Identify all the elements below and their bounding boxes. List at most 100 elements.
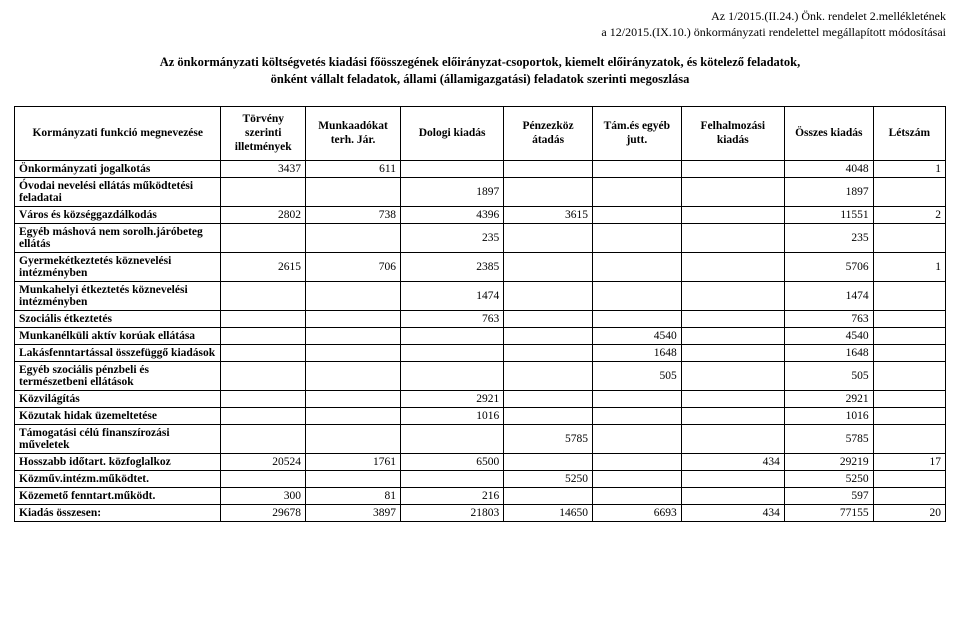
cell-value: 3437	[221, 161, 306, 178]
col-header-0: Kormányzati funkció megnevezése	[15, 107, 221, 161]
cell-value: 763	[401, 311, 504, 328]
col-header-7: Összes kiadás	[784, 107, 873, 161]
col-header-1: Törvény szerinti illetmények	[221, 107, 306, 161]
table-row: Közutak hidak üzemeltetése10161016	[15, 408, 946, 425]
row-label: Munkahelyi étkeztetés köznevelési intézm…	[15, 282, 221, 311]
cell-value: 300	[221, 488, 306, 505]
cell-value	[401, 161, 504, 178]
cell-value	[306, 425, 401, 454]
table-row: Város és községgazdálkodás28027384396361…	[15, 207, 946, 224]
title-line-1: Az önkormányzati költségvetés kiadási fő…	[14, 54, 946, 71]
cell-value: 3615	[504, 207, 593, 224]
cell-value: 505	[784, 362, 873, 391]
cell-value: 81	[306, 488, 401, 505]
row-label: Óvodai nevelési ellátás működtetési fela…	[15, 178, 221, 207]
cell-value	[681, 207, 784, 224]
cell-value	[221, 391, 306, 408]
cell-value	[592, 408, 681, 425]
cell-value	[306, 311, 401, 328]
cell-value	[873, 311, 945, 328]
cell-value	[504, 454, 593, 471]
cell-value	[504, 328, 593, 345]
cell-value	[401, 362, 504, 391]
cell-value: 1761	[306, 454, 401, 471]
cell-value	[504, 178, 593, 207]
cell-value	[306, 345, 401, 362]
cell-value	[221, 362, 306, 391]
cell-value	[873, 178, 945, 207]
cell-value	[504, 311, 593, 328]
col-header-5: Tám.és egyéb jutt.	[592, 107, 681, 161]
cell-value	[306, 471, 401, 488]
cell-value	[221, 178, 306, 207]
cell-value: 5785	[504, 425, 593, 454]
cell-value	[592, 224, 681, 253]
cell-value	[873, 362, 945, 391]
cell-value: 17	[873, 454, 945, 471]
cell-value: 1	[873, 253, 945, 282]
cell-value	[504, 362, 593, 391]
cell-value	[681, 178, 784, 207]
cell-value	[592, 178, 681, 207]
title-line-2: önként vállalt feladatok, állami (állami…	[14, 71, 946, 88]
cell-value	[681, 391, 784, 408]
cell-value	[873, 345, 945, 362]
cell-value: 5250	[504, 471, 593, 488]
cell-value	[306, 282, 401, 311]
cell-value: 5706	[784, 253, 873, 282]
doc-ref-1: Az 1/2015.(II.24.) Önk. rendelet 2.mellé…	[14, 8, 946, 24]
col-header-4: Pénzezköz átadás	[504, 107, 593, 161]
cell-value: 434	[681, 454, 784, 471]
row-label: Egyéb szociális pénzbeli és természetben…	[15, 362, 221, 391]
cell-value: 1897	[401, 178, 504, 207]
cell-value	[592, 253, 681, 282]
cell-value	[401, 425, 504, 454]
page-title: Az önkormányzati költségvetés kiadási fő…	[14, 54, 946, 88]
table-header-row: Kormányzati funkció megnevezéseTörvény s…	[15, 107, 946, 161]
cell-value	[221, 282, 306, 311]
table-body: Önkormányzati jogalkotás343761140481Óvod…	[15, 161, 946, 522]
row-label: Közvilágítás	[15, 391, 221, 408]
cell-value: 738	[306, 207, 401, 224]
table-row: Egyéb szociális pénzbeli és természetben…	[15, 362, 946, 391]
cell-value	[401, 471, 504, 488]
cell-value: 1474	[784, 282, 873, 311]
cell-value: 5785	[784, 425, 873, 454]
cell-value: 14650	[504, 505, 593, 522]
table-row: Munkahelyi étkeztetés köznevelési intézm…	[15, 282, 946, 311]
cell-value	[592, 311, 681, 328]
cell-value: 235	[784, 224, 873, 253]
cell-value	[401, 328, 504, 345]
cell-value	[306, 391, 401, 408]
cell-value	[504, 161, 593, 178]
table-row: Kiadás összesen:296783897218031465066934…	[15, 505, 946, 522]
cell-value	[504, 488, 593, 505]
col-header-2: Munkaadókat terh. Jár.	[306, 107, 401, 161]
cell-value	[592, 391, 681, 408]
cell-value: 6693	[592, 505, 681, 522]
cell-value: 1016	[401, 408, 504, 425]
cell-value	[681, 311, 784, 328]
table-row: Hosszabb időtart. közfoglalkoz2052417616…	[15, 454, 946, 471]
cell-value: 434	[681, 505, 784, 522]
cell-value	[306, 224, 401, 253]
cell-value: 611	[306, 161, 401, 178]
table-row: Egyéb máshová nem sorolh.járóbeteg ellát…	[15, 224, 946, 253]
cell-value	[221, 408, 306, 425]
cell-value: 597	[784, 488, 873, 505]
cell-value	[592, 454, 681, 471]
cell-value: 4540	[784, 328, 873, 345]
cell-value	[504, 253, 593, 282]
cell-value	[221, 328, 306, 345]
cell-value	[681, 253, 784, 282]
cell-value	[306, 362, 401, 391]
cell-value	[306, 328, 401, 345]
cell-value	[592, 488, 681, 505]
cell-value	[873, 328, 945, 345]
cell-value	[221, 471, 306, 488]
cell-value	[504, 224, 593, 253]
cell-value	[592, 161, 681, 178]
row-label: Lakásfenntartással összefüggő kiadások	[15, 345, 221, 362]
cell-value: 4540	[592, 328, 681, 345]
table-row: Lakásfenntartással összefüggő kiadások16…	[15, 345, 946, 362]
